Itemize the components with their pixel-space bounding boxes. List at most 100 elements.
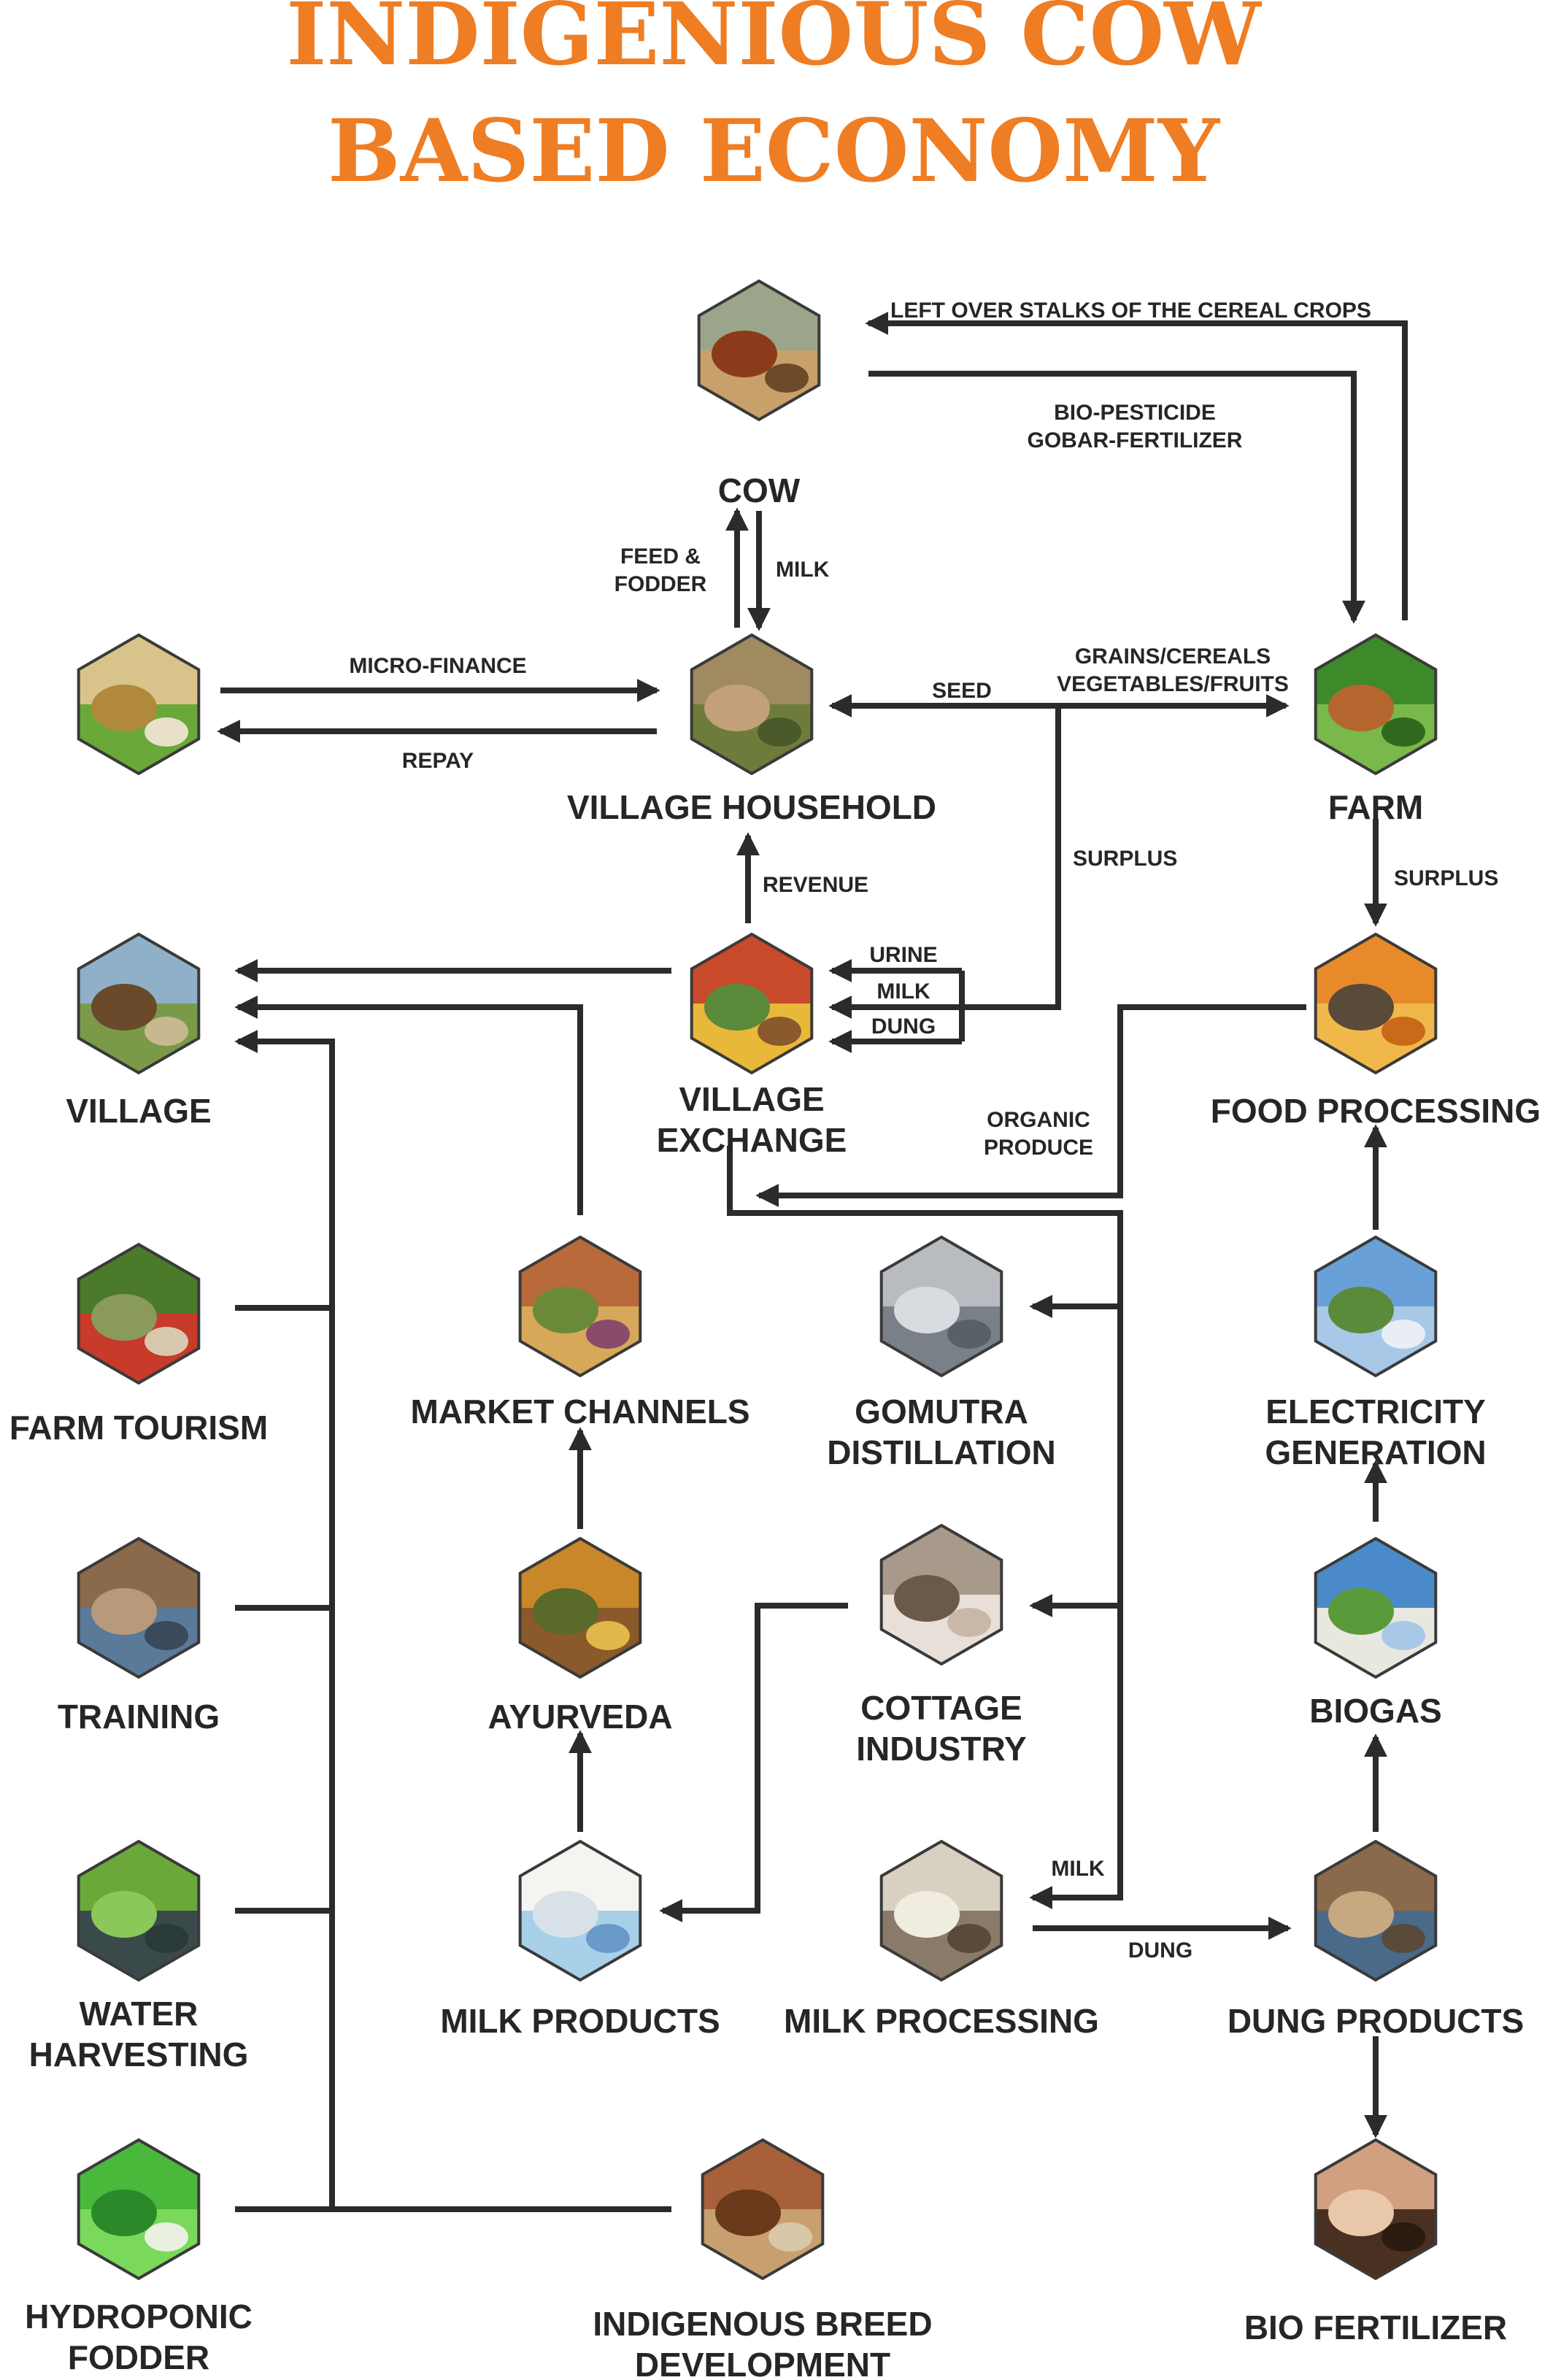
milk-processing-photo-icon	[881, 1841, 1002, 1980]
node-farm-tourism: FARM TOURISM	[9, 1242, 268, 1447]
label-vegetables-fruits: VEGETABLES/FRUITS	[1057, 672, 1289, 696]
biogas-plant-photo-icon	[1315, 1538, 1436, 1677]
label-grains-cereals: GRAINS/CEREALS	[1075, 644, 1271, 669]
label-urine: URINE	[869, 943, 937, 967]
label-produce: PRODUCE	[984, 1136, 1093, 1160]
label-milk-exchange: MILK	[876, 979, 930, 1004]
title-line-2: BASED ECONOMY	[328, 100, 1221, 201]
arrow-farm-to-cow-stalks	[865, 312, 1408, 620]
arrow-surplus-household-to-exchange	[959, 706, 1061, 1041]
node-ayurveda: AYURVEDA	[488, 1536, 673, 1736]
node-market-channels: MARKET CHANNELS	[410, 1235, 750, 1430]
water-pond-photo-icon	[78, 1841, 199, 1980]
connector-lines	[217, 312, 1408, 2212]
node-label: VILLAGE	[66, 1092, 211, 1130]
node-label: COTTAGE	[860, 1689, 1022, 1727]
dung-products-photo-icon	[1315, 1841, 1436, 1980]
cottage-industry-photo-icon	[881, 1525, 1002, 1664]
arrow-food-processing-organic	[755, 1004, 1306, 1207]
node-label: EXCHANGE	[657, 1121, 847, 1159]
food-processing-photo-icon	[1315, 934, 1436, 1073]
label-repay: REPAY	[402, 749, 474, 773]
node-label: BIO FERTILIZER	[1244, 2308, 1507, 2346]
node-label: FOOD PROCESSING	[1211, 1092, 1541, 1130]
node-bio-fertilizer: BIO FERTILIZER	[1244, 2138, 1507, 2346]
node-label: INDIGENOUS BREED	[593, 2305, 932, 2343]
market-channels-photo-icon	[520, 1237, 641, 1376]
node-label: FARM	[1328, 788, 1423, 826]
node-label: GENERATION	[1265, 1433, 1486, 1471]
node-biogas: BIOGAS	[1309, 1536, 1442, 1730]
node-label: DEVELOPMENT	[635, 2346, 890, 2380]
milk-products-photo-icon	[520, 1841, 641, 1980]
label-micro-finance: MICRO-FINANCE	[349, 654, 526, 678]
node-label: GOMUTRA	[855, 1393, 1028, 1430]
node-label: MILK PROCESSING	[784, 2002, 1099, 2040]
node-dung-products: DUNG PRODUCTS	[1228, 1839, 1524, 2040]
market-goods-photo-icon	[691, 934, 812, 1073]
label-seed: SEED	[932, 679, 992, 703]
coins-plant-photo-icon	[78, 635, 199, 774]
cow-photo-icon	[698, 281, 820, 420]
node-label: DUNG PRODUCTS	[1228, 2002, 1524, 2040]
node-label: VILLAGE	[679, 1080, 824, 1118]
node-farm: FARM	[1314, 633, 1438, 826]
edge-labels: LEFT OVER STALKS OF THE CEREAL CROPS BIO…	[349, 299, 1498, 1963]
node-label: INDUSTRY	[856, 1730, 1026, 1768]
label-surplus-household: SURPLUS	[1073, 847, 1177, 871]
node-label: HARVESTING	[29, 2036, 249, 2073]
node-label: DISTILLATION	[827, 1433, 1055, 1471]
fertilizer-hands-photo-icon	[1315, 2140, 1436, 2279]
title-line-1: INDIGENIOUS COW	[286, 0, 1262, 85]
arrow-services-to-village	[234, 1030, 335, 2209]
node-training: TRAINING	[58, 1536, 220, 1736]
node-label: FARM TOURISM	[9, 1409, 268, 1447]
cow-calf-photo-icon	[702, 2140, 823, 2279]
arrow-exchange-to-industries	[727, 1146, 1123, 1909]
label-feed: FEED &	[620, 544, 701, 569]
node-label: AYURVEDA	[488, 1698, 672, 1736]
label-milk-cow: MILK	[776, 558, 830, 582]
node-label: TRAINING	[58, 1698, 220, 1736]
village-household-photo-icon	[691, 635, 812, 774]
hydroponic-grass-photo-icon	[78, 2140, 199, 2279]
node-microfinance	[77, 633, 201, 776]
farm-tourism-photo-icon	[78, 1244, 199, 1383]
wind-turbine-photo-icon	[1315, 1237, 1436, 1376]
arrow-cow-to-farm-fertilizer	[868, 371, 1365, 624]
label-fodder: FODDER	[614, 572, 707, 596]
node-label: HYDROPONIC	[25, 2298, 253, 2335]
node-label: FODDER	[68, 2338, 209, 2376]
node-label: BIOGAS	[1309, 1692, 1441, 1730]
node-label: VILLAGE HOUSEHOLD	[567, 788, 936, 826]
label-bio-pesticide: BIO-PESTICIDE	[1054, 401, 1216, 425]
village-photo-icon	[78, 934, 199, 1073]
farm-photo-icon	[1315, 635, 1436, 774]
label-milk-processing-in: MILK	[1051, 1857, 1105, 1881]
node-label: MILK PRODUCTS	[440, 2002, 720, 2040]
node-milk-products: MILK PRODUCTS	[440, 1839, 720, 2040]
ayurveda-photo-icon	[520, 1538, 641, 1677]
label-organic: ORGANIC	[987, 1108, 1090, 1132]
label-dung-out: DUNG	[1128, 1938, 1192, 1963]
label-revenue: REVENUE	[763, 873, 868, 897]
node-label: WATER	[80, 1995, 199, 2033]
node-food-processing: FOOD PROCESSING	[1211, 932, 1541, 1130]
label-left-over-stalks: LEFT OVER STALKS OF THE CEREAL CROPS	[890, 299, 1371, 323]
distillation-photo-icon	[881, 1237, 1002, 1376]
training-photo-icon	[78, 1538, 199, 1677]
label-gobar-fertilizer: GOBAR-FERTILIZER	[1028, 428, 1243, 452]
arrow-cottage-to-milk-products	[659, 1603, 848, 1922]
node-village: VILLAGE	[66, 932, 212, 1130]
node-cow: COW	[697, 279, 821, 509]
node-label: ELECTRICITY	[1265, 1393, 1486, 1430]
node-label: MARKET CHANNELS	[410, 1393, 749, 1430]
